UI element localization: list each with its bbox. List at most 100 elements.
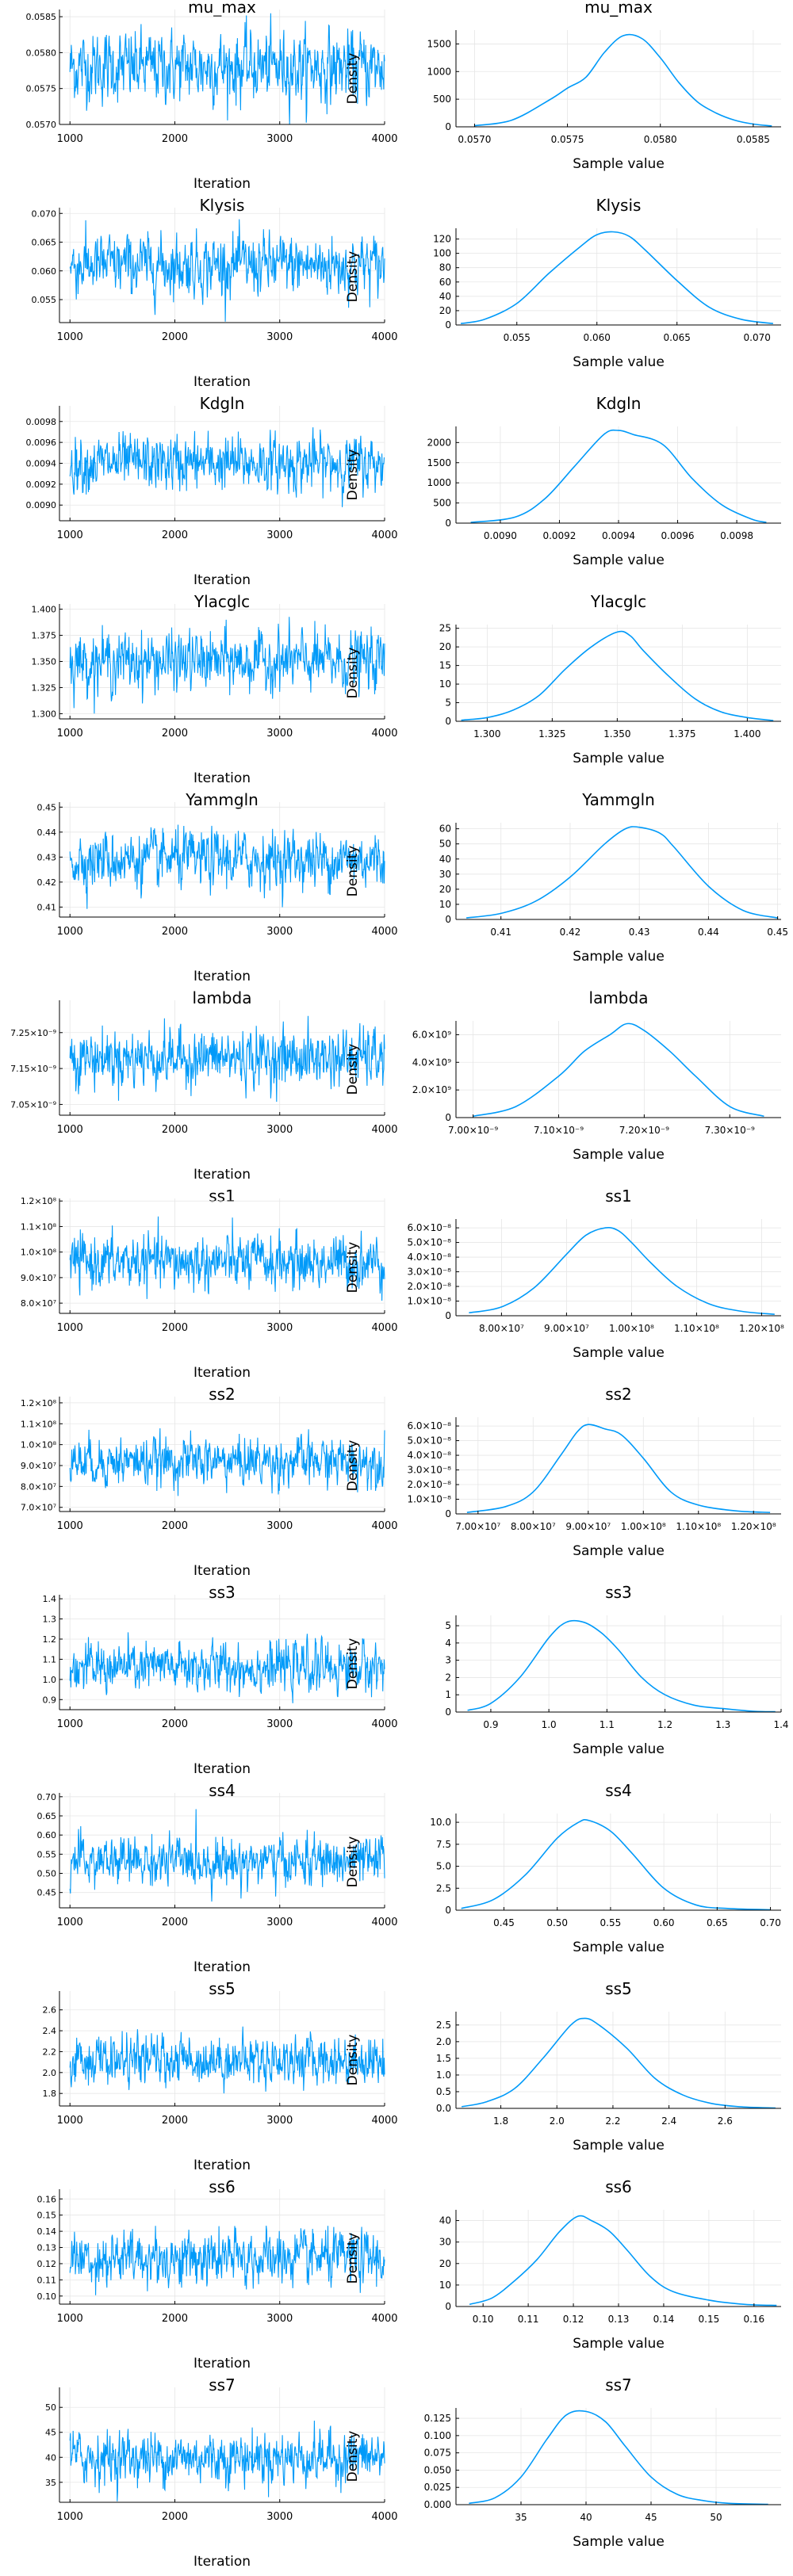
trace-x-tick-label: 4000 — [371, 1124, 397, 1136]
density-title: ss4 — [605, 1781, 632, 1800]
trace-plot-ss5: ss5 1000 2000 3000 4000 1.8 2.0 2.2 2.4 2.6 Iterat… — [43, 1979, 398, 2173]
trace-line-ss4 — [69, 1809, 385, 1902]
trace-x-tick-label: 1000 — [57, 1520, 83, 1532]
density-line-lambda — [473, 1022, 764, 1118]
density-y-tick-label: 0 — [445, 518, 451, 529]
trace-y-tick-label: 0.0098 — [26, 417, 57, 427]
trace-line-Klysis — [69, 219, 385, 322]
trace-y-tick-label: 0.0585 — [26, 12, 57, 22]
density-y-tick-label: 20 — [439, 641, 451, 652]
density-y-tick-label: 60 — [439, 277, 451, 288]
density-x-tick-label: 0.0098 — [720, 530, 753, 541]
trace-y-tick-label: 2.4 — [43, 2026, 57, 2036]
density-y-tick-label: 20 — [439, 305, 451, 316]
density-y-tick-label: 1000 — [427, 66, 451, 77]
density-x-tick-label: 1.10×10⁸ — [676, 1521, 721, 1532]
density-y-label: Density — [345, 2233, 361, 2284]
trace-title: Kdgln — [200, 394, 245, 413]
trace-x-tick-label: 4000 — [371, 133, 397, 145]
trace-x-tick-label: 3000 — [266, 2511, 293, 2523]
density-x-tick-label: 0.10 — [473, 2314, 494, 2325]
trace-y-tick-label: 2.0 — [43, 2068, 57, 2078]
density-y-tick-label: 80 — [439, 262, 451, 273]
trace-x-tick-label: 2000 — [162, 728, 188, 740]
trace-title: lambda — [193, 988, 252, 1007]
trace-x-label: Iteration — [193, 572, 251, 588]
trace-x-label: Iteration — [193, 1365, 251, 1381]
density-x-tick-label: 0.55 — [600, 1917, 622, 1928]
density-plot-ss1: ss1 8.00×10⁷ 9.00×10⁷ 1.00×10⁸ 1.10×10⁸ 1.20×… — [345, 1187, 784, 1361]
trace-plot-Yammgln: Yammgln 1000 2000 3000 4000 0.41 0.42 0.43 0.44 0… — [37, 790, 398, 984]
density-y-tick-label: 1.0×10⁻⁸ — [407, 1296, 451, 1307]
trace-y-tick-label: 1.1×10⁸ — [21, 1221, 57, 1232]
density-x-label: Sample value — [573, 1147, 665, 1163]
trace-y-tick-label: 8.0×10⁷ — [21, 1481, 56, 1492]
trace-y-tick-label: 7.25×10⁻⁹ — [10, 1028, 56, 1038]
trace-y-tick-label: 0.15 — [37, 2211, 57, 2221]
density-y-tick-label: 25 — [439, 623, 451, 634]
trace-y-tick-label: 0.41 — [37, 902, 57, 912]
density-x-tick-label: 7.00×10⁷ — [455, 1521, 500, 1532]
density-x-tick-label: 7.20×10⁻⁹ — [619, 1125, 669, 1136]
trace-x-label: Iteration — [193, 2356, 251, 2372]
density-x-label: Sample value — [573, 1741, 665, 1757]
density-x-tick-label: 1.3 — [715, 1719, 730, 1730]
trace-x-tick-label: 2000 — [162, 1322, 188, 1334]
density-y-tick-label: 40 — [439, 854, 451, 865]
trace-title: mu_max — [188, 0, 256, 17]
density-x-tick-label: 1.10×10⁸ — [674, 1323, 719, 1334]
density-plot-Yammgln: Yammgln 0.41 0.42 0.43 0.44 0.45 0 10 20 30 40 50 60… — [345, 790, 788, 965]
density-title: mu_max — [584, 0, 653, 17]
density-line-ss1 — [469, 1227, 775, 1315]
trace-y-tick-label: 1.2×10⁸ — [21, 1196, 57, 1206]
density-y-tick-label: 0.0 — [436, 2103, 451, 2114]
trace-y-tick-label: 0.070 — [32, 208, 57, 219]
density-y-tick-label: 10 — [439, 899, 451, 910]
density-x-tick-label: 0.11 — [518, 2314, 539, 2325]
density-y-tick-label: 3.0×10⁻⁸ — [407, 1267, 451, 1278]
density-x-tick-label: 1.0 — [542, 1719, 557, 1730]
trace-y-tick-label: 2.6 — [43, 2005, 57, 2016]
trace-title: Ylacglc — [193, 592, 250, 611]
trace-y-tick-label: 1.350 — [32, 657, 57, 667]
trace-y-tick-label: 9.0×10⁷ — [21, 1273, 56, 1283]
density-plot-mu_max: mu_max 0.0570 0.0575 0.0580 0.0585 0 500 1000 15… — [345, 0, 781, 172]
trace-x-label: Iteration — [193, 1959, 251, 1975]
density-plot-ss2: ss2 7.00×10⁷ 8.00×10⁷ 9.00×10⁷ 1.00×10⁸ 1.10×… — [345, 1385, 781, 1559]
density-line-Klysis — [460, 231, 774, 324]
density-line-ss7 — [469, 2410, 768, 2505]
density-y-tick-label: 20 — [439, 2258, 451, 2269]
density-y-tick-label: 50 — [439, 839, 451, 850]
trace-x-tick-label: 2000 — [162, 133, 188, 145]
density-x-tick-label: 0.055 — [504, 332, 531, 343]
density-y-tick-label: 0 — [445, 1508, 451, 1519]
density-y-label: Density — [345, 251, 361, 303]
trace-x-label: Iteration — [193, 969, 251, 984]
density-x-tick-label: 1.1 — [600, 1719, 615, 1730]
trace-y-tick-label: 1.1×10⁸ — [21, 1419, 57, 1429]
density-x-tick-label: 2.2 — [605, 2115, 620, 2127]
trace-x-tick-label: 3000 — [266, 133, 293, 145]
density-x-label: Sample value — [573, 1543, 665, 1559]
density-x-tick-label: 0.50 — [546, 1917, 568, 1928]
trace-y-tick-label: 0.0570 — [26, 120, 57, 130]
trace-x-tick-label: 2000 — [162, 331, 188, 343]
density-y-tick-label: 0.125 — [424, 2413, 451, 2424]
density-x-tick-label: 1.375 — [668, 728, 695, 740]
density-y-tick-label: 2.5 — [436, 2020, 451, 2031]
density-x-tick-label: 1.00×10⁸ — [621, 1521, 666, 1532]
density-y-tick-label: 2.0×10⁹ — [412, 1084, 451, 1095]
trace-x-tick-label: 3000 — [266, 1124, 293, 1136]
trace-y-tick-label: 0.16 — [37, 2194, 57, 2204]
density-y-label: Density — [345, 449, 361, 501]
trace-title: ss1 — [209, 1187, 236, 1206]
density-x-tick-label: 2.0 — [550, 2115, 565, 2127]
density-x-tick-label: 2.4 — [661, 2115, 676, 2127]
panel-row-Kdgln: Kdgln 1000 2000 3000 4000 0.0090 0.0092 0.0094 0… — [26, 394, 781, 588]
density-title: Ylacglc — [590, 592, 646, 611]
trace-x-tick-label: 2000 — [162, 2511, 188, 2523]
trace-x-tick-label: 2000 — [162, 1718, 188, 1730]
density-line-Kdgln — [470, 429, 767, 523]
density-x-tick-label: 1.4 — [773, 1719, 788, 1730]
density-x-tick-label: 0.60 — [653, 1917, 675, 1928]
